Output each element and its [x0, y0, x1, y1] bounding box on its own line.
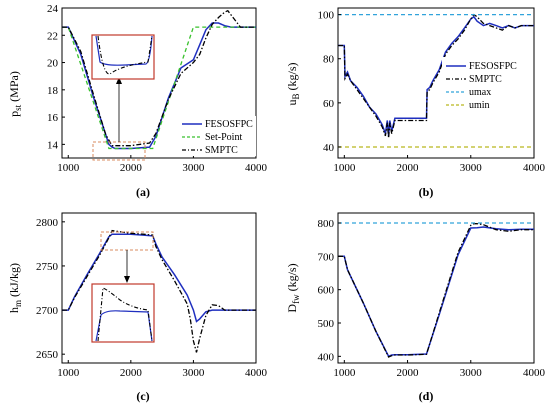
series-line-smptc — [338, 223, 534, 358]
tick-labels: 1000 2000 3000 4000 40 60 80 100 — [318, 10, 546, 174]
y-axis-label: hm (kJ/kg) — [7, 263, 23, 313]
plot-frame — [337, 7, 535, 159]
series-group — [338, 222, 534, 358]
y-tick-label: 22 — [47, 30, 58, 42]
zoom-arrowhead — [124, 276, 130, 283]
inset-fesosfpc-line — [95, 310, 153, 342]
panel-label: (a) — [136, 185, 150, 199]
y-axis-label: uB (kg/s) — [285, 62, 301, 105]
panel-label: (d) — [419, 389, 434, 403]
legend-entry: FESOSFPC — [205, 119, 253, 130]
x-tick-label: 1000 — [57, 367, 80, 379]
panel-label: (b) — [419, 185, 434, 199]
legend: FESOSFPC SMPTC umax umin — [442, 57, 532, 111]
y-tick-label: 2800 — [36, 217, 59, 229]
y-tick-label: 400 — [318, 351, 335, 363]
plot-frame — [337, 212, 535, 364]
x-tick-label: 4000 — [245, 162, 268, 174]
x-tick-label: 4000 — [245, 367, 268, 379]
legend-entry: umax — [469, 87, 491, 98]
series-line-set-point — [62, 26, 256, 150]
legend-entry: FESOSFPC — [469, 61, 517, 72]
y-tick-label: 700 — [318, 251, 335, 263]
y-tick-label: 2700 — [36, 305, 59, 317]
y-tick-label: 100 — [318, 10, 335, 22]
legend: FESOSFPC Set-Point SMPTC — [178, 116, 256, 156]
y-tick-label: 800 — [318, 218, 335, 230]
x-tick-label: 3000 — [182, 162, 205, 174]
panel-d: 1000 2000 3000 4000 400 500 600 700 800 Dfw (kg/… — [285, 212, 546, 403]
legend-entry: Set-Point — [205, 132, 242, 143]
y-tick-label: 14 — [47, 139, 59, 151]
y-tick-label: 60 — [323, 98, 335, 110]
y-tick-label: 2750 — [36, 261, 59, 273]
inset-smptc-line — [97, 287, 153, 342]
x-tick-label: 1000 — [333, 162, 356, 174]
legend-entry: SMPTC — [469, 74, 502, 85]
y-tick-label: 500 — [318, 318, 335, 330]
series-group — [62, 229, 256, 353]
x-tick-label: 1000 — [57, 162, 80, 174]
inset-frame — [91, 34, 155, 80]
x-tick-label: 2000 — [120, 162, 143, 174]
x-tick-label: 1000 — [333, 367, 356, 379]
x-tick-label: 4000 — [523, 162, 546, 174]
legend-entry: umin — [469, 100, 490, 111]
tick-labels: 1000 2000 3000 4000 14 16 18 20 22 24 — [47, 3, 268, 174]
series-line-fesosfpc — [62, 233, 256, 323]
y-tick-label: 80 — [323, 54, 335, 66]
y-axis-label: Dfw (kg/s) — [285, 263, 301, 312]
panel-c: 1000 2000 3000 4000 2650 2700 2750 2800 hm (kJ/… — [7, 212, 268, 403]
series-group — [338, 13, 534, 148]
x-tick-label: 2000 — [120, 367, 143, 379]
x-tick-label: 3000 — [460, 162, 483, 174]
series-line-smptc — [62, 229, 256, 353]
series-line-smptc — [62, 9, 256, 147]
y-tick-label: 18 — [47, 85, 59, 97]
tick-labels: 1000 2000 3000 4000 400 500 600 700 800 — [318, 218, 546, 379]
series-line-fesosfpc — [338, 226, 534, 358]
inset-frame — [91, 283, 155, 343]
series-group — [62, 9, 256, 150]
panel-a: 1000 2000 3000 4000 14 16 18 20 22 24 pst (MPa) (… — [7, 3, 268, 199]
x-tick-label: 3000 — [182, 367, 205, 379]
plot-frame — [61, 7, 257, 159]
x-tick-label: 4000 — [523, 367, 546, 379]
x-tick-label: 2000 — [397, 367, 420, 379]
y-tick-label: 20 — [47, 58, 59, 70]
y-tick-label: 600 — [318, 285, 335, 297]
x-tick-label: 3000 — [460, 367, 483, 379]
y-tick-label: 40 — [323, 142, 335, 154]
series-line-smptc — [338, 13, 534, 139]
y-tick-label: 2650 — [36, 349, 59, 361]
zoom-arrowhead — [116, 77, 122, 84]
y-tick-label: 24 — [47, 3, 59, 15]
panel-label: (c) — [136, 389, 149, 403]
plot-frame — [61, 212, 257, 364]
tick-labels: 1000 2000 3000 4000 2650 2700 2750 2800 — [36, 217, 268, 379]
x-tick-label: 2000 — [397, 162, 420, 174]
y-tick-label: 16 — [47, 112, 59, 124]
y-axis-label: pst (MPa) — [7, 71, 23, 117]
legend-entry: SMPTC — [205, 145, 238, 156]
inset-smptc-line — [97, 35, 153, 75]
